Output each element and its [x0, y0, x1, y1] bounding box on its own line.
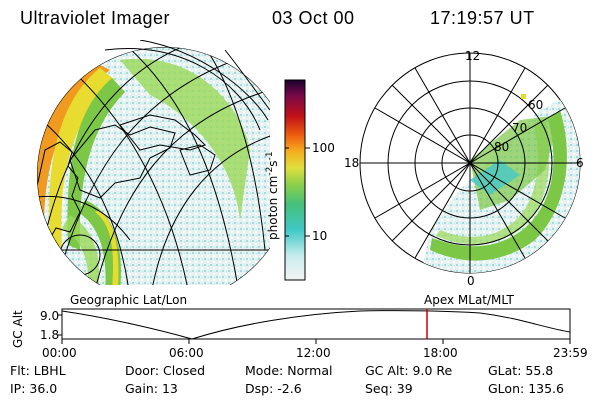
aurora-band-lower [78, 200, 121, 285]
status-glat: GLat: 55.8 [488, 363, 554, 378]
mlt-label-18: 18 [344, 156, 359, 170]
timeline-xtick-2359: 23:59 [553, 346, 588, 360]
latlon-grid [37, 47, 270, 285]
polar-aurora-oval [430, 110, 567, 261]
right-panel-label: Apex MLat/MLT [424, 293, 514, 307]
sun-marker [521, 94, 526, 99]
app-title: Ultraviolet Imager [20, 8, 171, 28]
altitude-timeline: 9.0 1.8 GC Alt 00:00 06:00 12:00 18:00 2… [11, 308, 588, 360]
mlat-label-60: 60 [528, 98, 543, 112]
mlat-label-80: 80 [494, 140, 509, 154]
colorbar-tick-10: 10 [312, 229, 327, 243]
mlt-label-12: 12 [465, 49, 480, 63]
timeline-xtick-1200: 12:00 [296, 346, 331, 360]
colorbar-unit: photon cm-2s-1 [265, 151, 280, 240]
mlt-label-0: 0 [467, 274, 475, 288]
geographic-map [37, 40, 270, 285]
colorbar-tick-100: 100 [312, 141, 335, 155]
timeline-ytick-low: 1.8 [40, 328, 59, 342]
observation-date: 03 Oct 00 [272, 8, 355, 28]
status-dsp: Dsp: -2.6 [245, 381, 302, 396]
status-glon: GLon: 135.6 [488, 381, 564, 396]
status-filter: Flt: LBHL [10, 363, 66, 378]
status-mode: Mode: Normal [245, 363, 333, 378]
status-ip: IP: 36.0 [10, 381, 58, 396]
mlt-label-6: 6 [576, 156, 584, 170]
status-gain: Gain: 13 [125, 381, 178, 396]
left-panel-label: Geographic Lat/Lon [70, 293, 187, 307]
timeline-xtick-1800: 18:00 [423, 346, 458, 360]
timeline-ytick-high: 9.0 [40, 309, 59, 323]
timeline-xtick-0600: 06:00 [169, 346, 204, 360]
aurora-band-upper [120, 58, 250, 220]
mlat-label-70: 70 [512, 121, 527, 135]
altitude-curve [61, 310, 571, 340]
status-door: Door: Closed [125, 363, 206, 378]
timeline-xtick-0000: 00:00 [42, 346, 77, 360]
timeline-ylabel: GC Alt [11, 310, 25, 348]
status-seq: Seq: 39 [365, 381, 413, 396]
colorbar: 100 10 photon cm-2s-1 [265, 79, 335, 281]
polar-plot: 12 18 6 0 60 70 80 [344, 49, 584, 288]
status-gc-alt: GC Alt: 9.0 Re [365, 363, 453, 378]
polar-grid [360, 53, 580, 273]
coastline [37, 141, 81, 243]
observation-time: 17:19:57 UT [430, 8, 535, 28]
